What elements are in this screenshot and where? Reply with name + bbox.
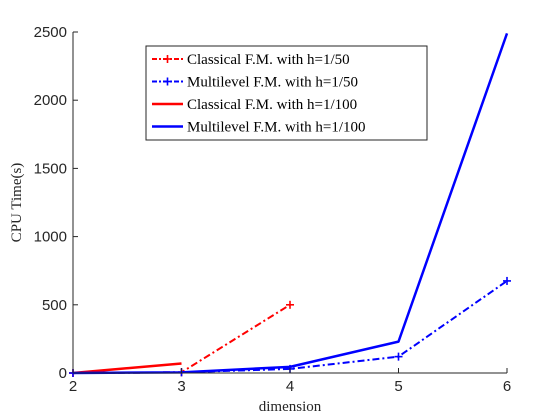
series-3 — [72, 362, 182, 375]
legend-label: Multilevel F.M. with h=1/100 — [187, 120, 366, 136]
legend-entry: Multilevel F.M. with h=1/100 — [152, 120, 366, 136]
series-line — [72, 362, 182, 375]
x-tick-label: 2 — [69, 378, 77, 395]
legend-marker — [163, 77, 172, 86]
y-axis-title: CPU Time(s) — [9, 163, 25, 243]
y-tick-label: 2000 — [34, 92, 67, 109]
y-tick-label: 1000 — [34, 229, 67, 246]
series-line — [72, 280, 508, 374]
y-tick-label: 500 — [42, 297, 67, 314]
legend-entry: Classical F.M. with h=1/50 — [152, 52, 350, 68]
axes-layer: 2 3 4 5 6 0 500 1000 1500 2000 2500 — [34, 24, 512, 395]
legend-label: Classical F.M. with h=1/100 — [187, 97, 357, 113]
legend: Classical F.M. with h=1/50 Multilevel F.M… — [145, 45, 428, 141]
x-tick-label: 3 — [177, 378, 185, 395]
legend-entry: Multilevel F.M. with h=1/50 — [152, 75, 358, 91]
data-point — [394, 352, 403, 361]
legend-label: Classical F.M. with h=1/50 — [187, 52, 350, 68]
x-axis-title: dimension — [259, 399, 322, 415]
y-tick-label: 1500 — [34, 160, 67, 177]
legend-marker — [163, 55, 172, 63]
x-tick-label: 4 — [286, 378, 294, 395]
data-point — [503, 276, 511, 285]
x-tick-label: 5 — [394, 378, 402, 395]
legend-entry: Classical F.M. with h=1/100 — [152, 97, 357, 113]
data-point — [286, 300, 294, 309]
y-tick-label: 0 — [59, 365, 67, 382]
legend-label: Multilevel F.M. with h=1/50 — [187, 75, 358, 91]
y-tick-label: 2500 — [34, 24, 67, 41]
x-tick-label: 6 — [503, 378, 511, 395]
legend-box — [145, 45, 428, 141]
